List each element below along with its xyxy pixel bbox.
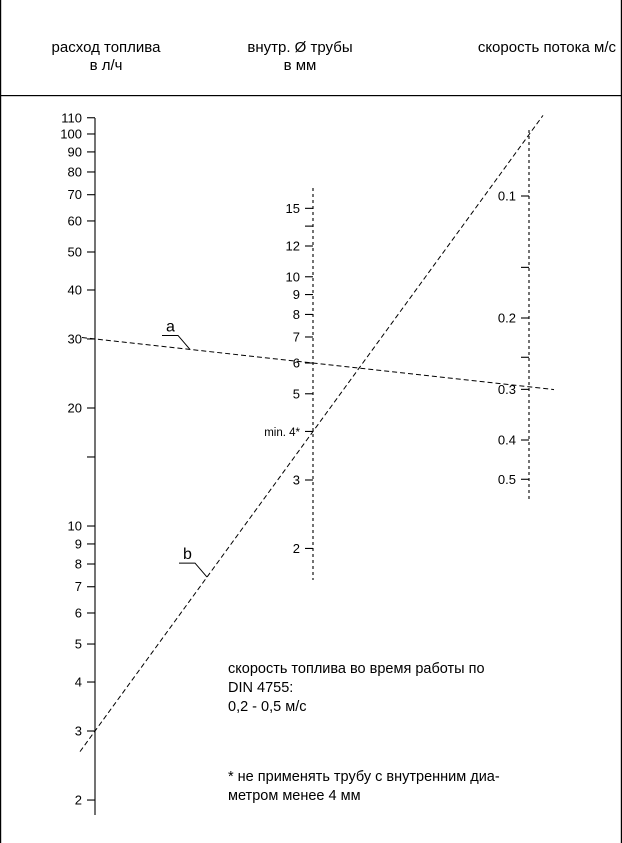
diameter-header-line2: в мм — [283, 57, 317, 74]
example-line-a-label: a — [166, 318, 175, 335]
diameter-axis: 15 12 10 9 8 7 6 5 min. 4* 3 2 — [264, 188, 314, 580]
speed-tick-label: 0.5 — [498, 472, 516, 487]
diameter-tick-label: 3 — [293, 473, 300, 488]
example-line-b: b — [79, 115, 544, 752]
footnote-line1: * не применять трубу с внутренним диа- — [228, 769, 500, 785]
flow-tick-label: 90 — [68, 144, 82, 159]
flow-header-line1: расход топлива — [51, 39, 161, 56]
diameter-tick-label: 2 — [293, 541, 300, 556]
flow-tick-label: 6 — [75, 605, 82, 620]
diameter-tick-label: 8 — [293, 307, 300, 322]
speed-tick-label: 0.1 — [498, 189, 516, 204]
flow-tick-label: 80 — [68, 164, 82, 179]
example-line-b-path — [79, 115, 544, 752]
diameter-header: внутр. Ø трубы в мм — [215, 39, 385, 75]
header-separator — [0, 95, 622, 97]
flow-tick-label: 3 — [75, 724, 82, 739]
flow-tick-label: 9 — [75, 536, 82, 551]
diameter-tick-label: 5 — [293, 386, 300, 401]
footnote: * не применять трубу с внутренним диа- м… — [228, 768, 608, 806]
speed-note-line2: DIN 4755: — [228, 680, 294, 696]
flow-tick-label: 100 — [60, 126, 82, 141]
frame-left — [0, 0, 2, 843]
flow-header: расход топлива в л/ч — [16, 39, 196, 75]
flow-tick-label: 60 — [68, 213, 82, 228]
example-line-b-leader — [179, 562, 208, 578]
flow-tick-label: 70 — [68, 187, 82, 202]
speed-tick-label: 0.3 — [498, 382, 516, 397]
speed-tick-label: 0.2 — [498, 311, 516, 326]
flow-tick-label: 110 — [61, 110, 82, 125]
speed-axis: 0.1 0.2 0.3 0.4 0.5 — [498, 130, 530, 500]
speed-header-line1: скорость потока м/с — [477, 39, 616, 56]
example-line-a-path — [81, 337, 555, 391]
flow-tick-label: 5 — [75, 637, 82, 652]
flow-tick-label: 40 — [68, 282, 82, 297]
diameter-header-line1: внутр. Ø трубы — [247, 39, 353, 56]
diameter-tick-label: 7 — [293, 329, 300, 344]
frame-right — [620, 0, 622, 843]
diameter-tick-label: min. 4* — [264, 427, 300, 439]
footnote-line2: метром менее 4 мм — [228, 788, 361, 804]
diameter-tick-label: 9 — [293, 287, 300, 302]
diameter-tick-label: 15 — [286, 201, 300, 216]
speed-note-line1: скорость топлива во время работы по — [228, 661, 485, 677]
example-line-b-label: b — [183, 546, 192, 563]
diameter-tick-label: 10 — [286, 269, 300, 284]
flow-tick-label: 50 — [68, 244, 82, 259]
example-line-a: a — [81, 318, 555, 391]
flow-tick-label: 4 — [75, 675, 82, 690]
diameter-tick-label: 6 — [293, 356, 300, 371]
diameter-tick-label: 12 — [286, 239, 300, 254]
flow-tick-label: 20 — [68, 401, 82, 416]
flow-header-line2: в л/ч — [89, 57, 123, 74]
speed-note: скорость топлива во время работы по DIN … — [228, 660, 608, 717]
example-line-a-leader — [162, 334, 191, 350]
flow-tick-label: 8 — [75, 557, 82, 572]
speed-header: скорость потока м/с — [420, 39, 616, 57]
flow-tick-label: 2 — [75, 793, 82, 808]
flow-tick-label: 10 — [68, 519, 82, 534]
example-lines-layer: ab — [79, 115, 555, 752]
speed-note-line3: 0,2 - 0,5 м/с — [228, 699, 307, 715]
flow-tick-label: 7 — [75, 579, 82, 594]
flow-tick-label: 30 — [68, 331, 82, 346]
speed-tick-label: 0.4 — [498, 433, 516, 448]
